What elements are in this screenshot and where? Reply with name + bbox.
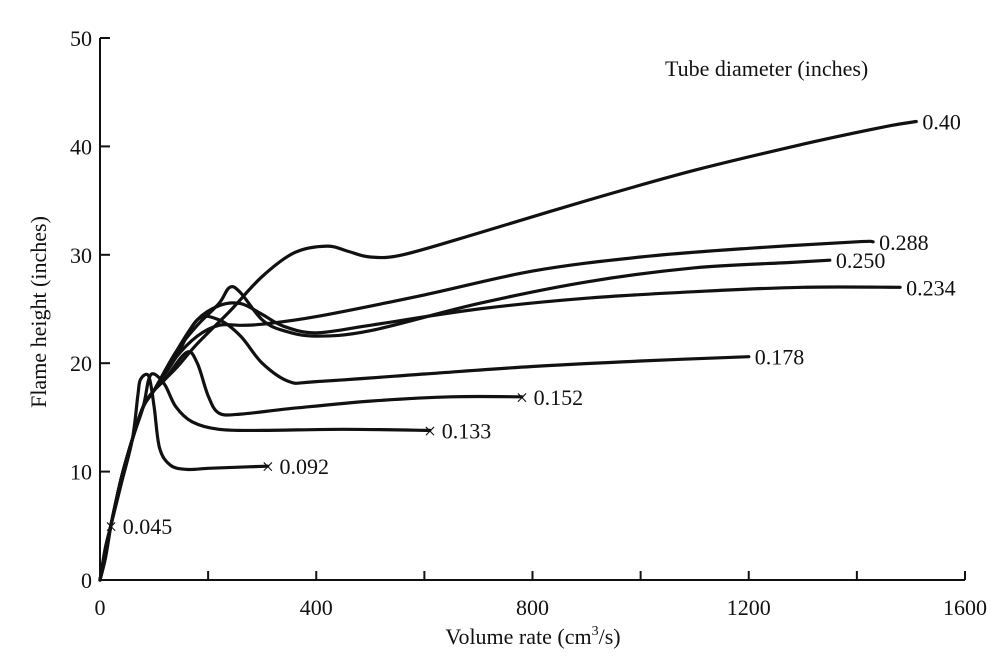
x-axis-title: Volume rate (cm3/s) [445,624,620,649]
x-axis-title-unit: /s) [599,624,621,649]
series-0-092-line [98,372,270,582]
series-0-133-label: × 0.133 [424,418,491,443]
series-0-178-label: 0.178 [755,345,805,370]
series-0-152-label: × 0.152 [516,385,583,410]
series-0-092-label: × 0.092 [262,454,329,479]
x-tick-label: 400 [300,595,333,620]
x-tick-label: 1200 [727,595,771,620]
y-tick-label: 30 [70,243,92,268]
series-0-234-line [98,285,902,582]
series-0-045-label: × 0.045 [105,514,172,539]
series-0-288-label: 0.288 [879,230,929,255]
tick-labels: 0 400 800 1200 1600 0 10 20 30 40 50 [70,26,987,620]
series-lines [98,119,918,582]
series-labels: × 0.045 × 0.092 × 0.133 × 0.152 0.178 0.234 0.… [105,109,961,538]
series-0-234-label: 0.234 [906,275,956,300]
y-tick-label: 50 [70,26,92,51]
y-tick-label: 10 [70,460,92,485]
y-tick-label: 40 [70,134,92,159]
series-0-250-label: 0.250 [836,248,886,273]
x-axis-title-main: Volume rate (cm [445,624,591,649]
y-tick-label: 20 [70,351,92,376]
series-0-40-line [98,119,918,582]
legend-title: Tube diameter (inches) [665,56,868,81]
series-0-178-line [98,314,751,582]
x-tick-label: 800 [516,595,549,620]
ticks [99,37,966,581]
y-axis-title: Flame height (inches) [26,216,51,408]
x-axis-title-superscript: 3 [592,624,599,639]
y-tick-label: 0 [81,568,92,593]
series-0-40-label: 0.40 [922,109,961,134]
x-tick-label: 0 [95,595,106,620]
x-tick-label: 1600 [943,595,987,620]
